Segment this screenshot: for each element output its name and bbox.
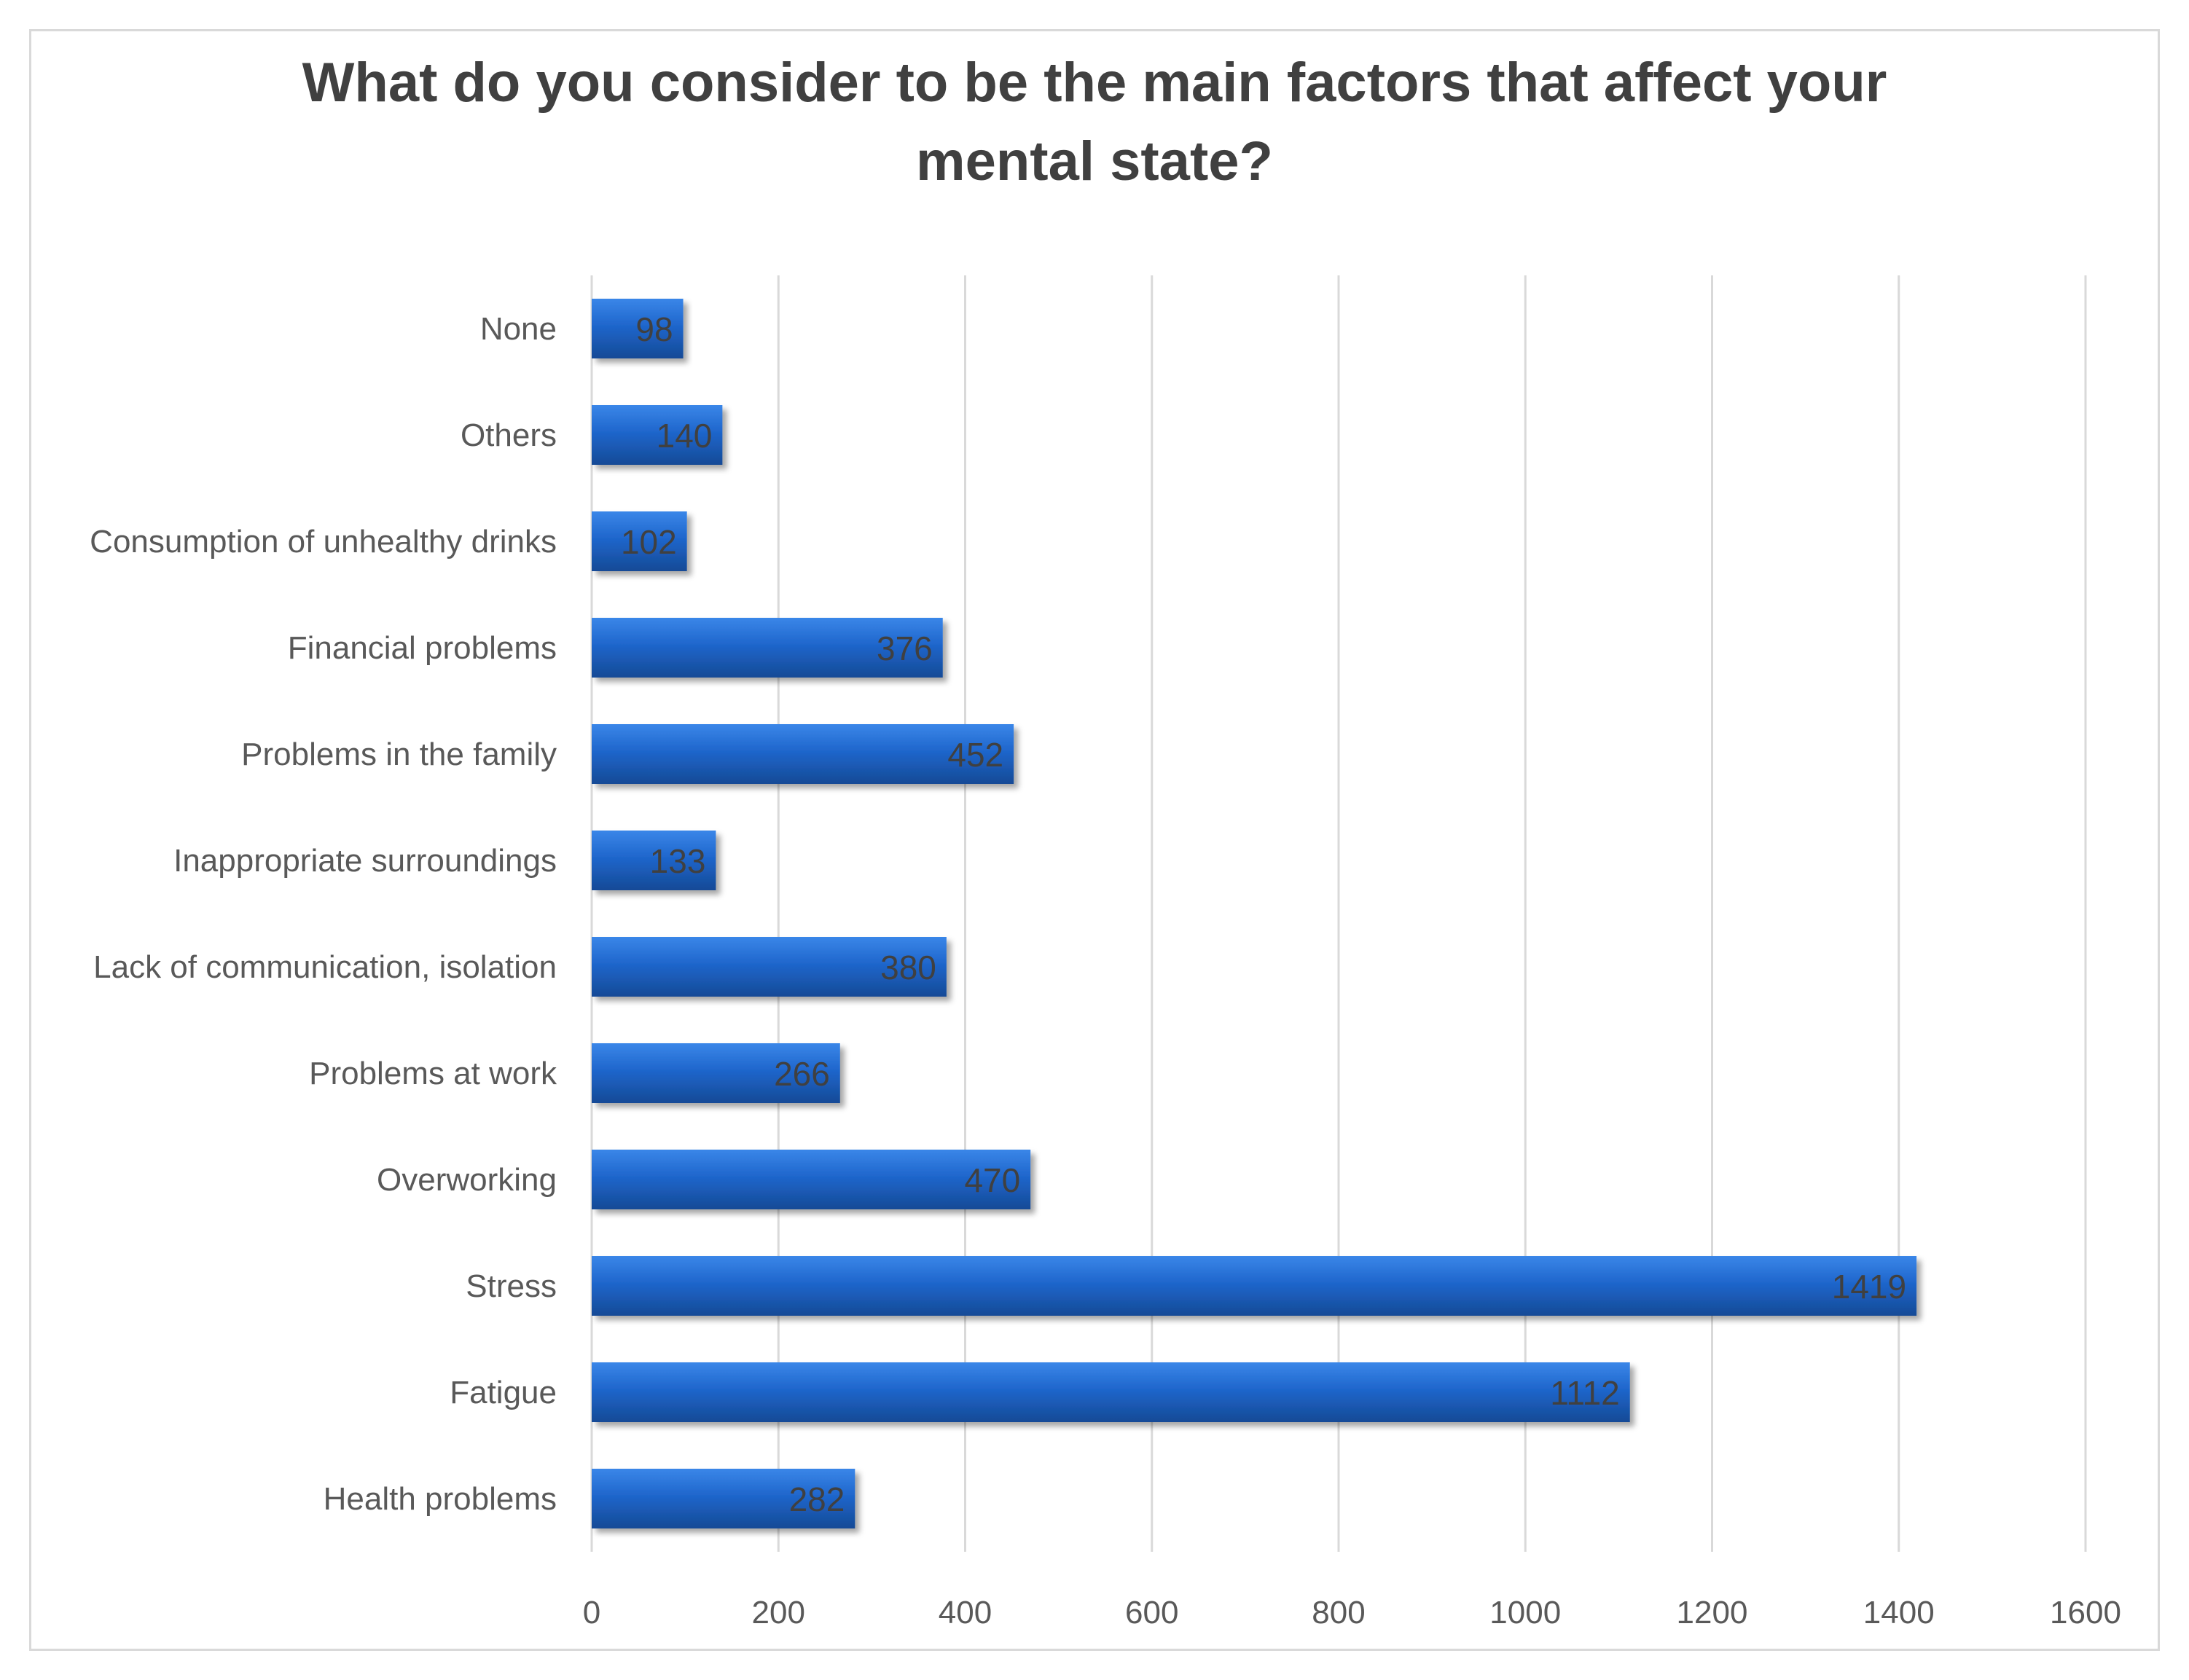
bar [592,618,943,678]
gridlines [590,275,2087,1552]
bar [592,299,684,358]
data-label: 380 [880,949,936,986]
x-tick-label: 400 [939,1595,992,1630]
bar [592,511,687,571]
bar [592,1150,1031,1209]
x-tick-label: 1200 [1677,1595,1748,1630]
data-label: 1112 [1550,1374,1620,1412]
category-label: Health problems [324,1481,557,1517]
data-label: 102 [621,523,677,561]
labels: 0 200 400 600 800 1000 1200 1400 1600 None 98 Other… [90,310,2121,1630]
data-label: 282 [789,1480,845,1518]
category-label: Overworking [377,1162,557,1198]
chart-title-line-2: mental state? [916,130,1273,192]
category-label: Stress [466,1268,557,1304]
x-tick-label: 200 [752,1595,805,1630]
x-tick-label: 800 [1312,1595,1365,1630]
category-label: Consumption of unhealthy drinks [90,524,557,560]
data-label: 140 [657,417,713,455]
bar [592,1043,840,1103]
category-label: Others [461,417,557,453]
data-label: 470 [964,1161,1020,1199]
bar [592,1362,1630,1422]
category-label: Problems in the family [241,737,557,772]
data-label: 98 [635,310,673,348]
x-tick-label: 0 [583,1595,600,1630]
data-label: 133 [650,842,706,880]
bar [592,937,947,997]
chart-title-line-1: What do you consider to be the main fact… [302,52,1887,114]
x-tick-label: 1400 [1863,1595,1935,1630]
data-label: 452 [947,736,1003,774]
bars [592,299,1917,1528]
bar [592,405,723,465]
chart-title: What do you consider to be the main fact… [0,44,2189,201]
bar [592,1256,1917,1316]
category-label: Problems at work [309,1056,557,1091]
x-tick-label: 600 [1125,1595,1178,1630]
bar [592,724,1014,784]
data-label: 1419 [1832,1268,1906,1306]
bar [592,831,716,890]
data-label: 266 [774,1055,830,1093]
category-label: None [480,311,557,347]
data-label: 376 [877,629,933,667]
x-tick-label: 1600 [2050,1595,2121,1630]
category-label: Lack of communication, isolation [93,949,557,985]
category-label: Fatigue [450,1375,557,1410]
x-tick-label: 1000 [1489,1595,1561,1630]
category-label: Financial problems [288,630,557,666]
category-label: Inappropriate surroundings [173,843,557,879]
bar [592,1469,855,1528]
